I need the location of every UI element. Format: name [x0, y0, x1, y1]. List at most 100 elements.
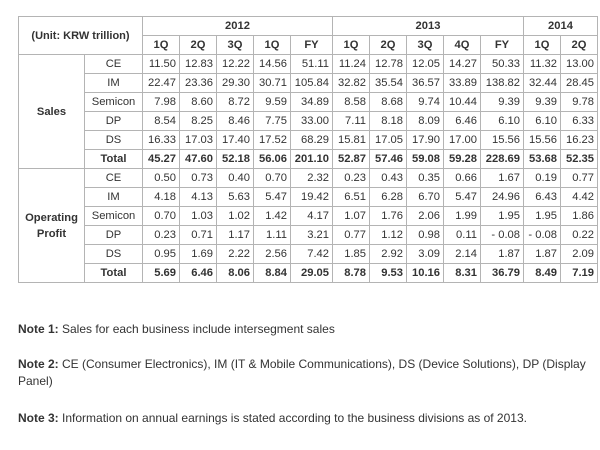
table-row: DS 16.33 17.03 17.40 17.52 68.29 15.81 17.05 17.… — [19, 130, 598, 150]
value-cell: 8.58 — [332, 92, 370, 112]
segment-label: DS — [84, 130, 143, 150]
value-cell: 13.00 — [560, 54, 598, 74]
value-cell: 12.83 — [179, 54, 217, 74]
table-row: IM 22.47 23.36 29.30 30.71 105.84 32.82 35.54 36… — [19, 73, 598, 93]
value-cell: 5.47 — [443, 187, 481, 207]
value-cell: 6.10 — [523, 111, 561, 131]
value-cell: 9.39 — [523, 92, 561, 112]
note-1: Note 1: Sales for each business include … — [18, 321, 588, 338]
value-cell: - 0.08 — [480, 225, 524, 245]
value-cell: 2.56 — [253, 244, 291, 264]
note-label: Note 2: — [18, 357, 59, 371]
financial-table-container: (Unit: KRW trillion) 2012 2013 2014 1Q 2Q 3Q 1Q… — [18, 16, 598, 283]
period-header: 2Q — [179, 35, 217, 55]
value-cell: 1.85 — [332, 244, 370, 264]
value-cell: 1.12 — [369, 225, 407, 245]
segment-label: DP — [84, 111, 143, 131]
value-cell: 11.24 — [332, 54, 370, 74]
value-cell: 53.68 — [523, 149, 561, 169]
segment-label: IM — [84, 187, 143, 207]
value-cell: 4.18 — [142, 187, 180, 207]
value-cell: 57.46 — [369, 149, 407, 169]
value-cell: 6.33 — [560, 111, 598, 131]
table-row: DP 8.54 8.25 8.46 7.75 33.00 7.11 8.18 8.09 6.46 6… — [19, 111, 598, 131]
value-cell: 0.77 — [560, 168, 598, 188]
value-cell: 50.33 — [480, 54, 524, 74]
table-row: Sales CE 11.50 12.83 12.22 14.56 51.11 11.24 12.… — [18, 54, 598, 169]
period-header: 2Q — [560, 35, 598, 55]
value-cell: 68.29 — [290, 130, 333, 150]
table-row: Total 45.27 47.60 52.18 56.06 201.10 52.87 57.4… — [19, 149, 598, 169]
value-cell: 7.75 — [253, 111, 291, 131]
value-cell: 23.36 — [179, 73, 217, 93]
value-cell: 15.56 — [480, 130, 524, 150]
value-cell: 9.59 — [253, 92, 291, 112]
value-cell: 24.96 — [480, 187, 524, 207]
segment-label: Total — [84, 263, 143, 283]
value-cell: 1.95 — [480, 206, 524, 226]
value-cell: 32.44 — [523, 73, 561, 93]
note-text: Sales for each business include interseg… — [58, 322, 335, 336]
value-cell: 8.72 — [216, 92, 254, 112]
value-cell: 0.66 — [443, 168, 481, 188]
value-cell: 15.81 — [332, 130, 370, 150]
value-cell: 0.35 — [406, 168, 444, 188]
value-cell: 9.53 — [369, 263, 407, 283]
group-label: Sales — [18, 54, 85, 169]
value-cell: 1.67 — [480, 168, 524, 188]
segment-label: DS — [84, 244, 143, 264]
group-label-line: Operating — [25, 211, 78, 224]
value-cell: 7.42 — [290, 244, 333, 264]
period-header: 1Q — [253, 35, 291, 55]
value-cell: 7.98 — [142, 92, 180, 112]
value-cell: 14.27 — [443, 54, 481, 74]
value-cell: 0.50 — [142, 168, 180, 188]
value-cell: 8.06 — [216, 263, 254, 283]
value-cell: 2.32 — [290, 168, 333, 188]
value-cell: 2.14 — [443, 244, 481, 264]
value-cell: 1.87 — [523, 244, 561, 264]
value-cell: 36.57 — [406, 73, 444, 93]
value-cell: 1.03 — [179, 206, 217, 226]
value-cell: 5.47 — [253, 187, 291, 207]
value-cell: 1.42 — [253, 206, 291, 226]
value-cell: 56.06 — [253, 149, 291, 169]
year-header: 2013 — [332, 16, 524, 36]
group-label-line: Profit — [36, 227, 67, 240]
value-cell: 1.76 — [369, 206, 407, 226]
value-cell: 6.46 — [179, 263, 217, 283]
value-cell: 17.90 — [406, 130, 444, 150]
value-cell: 8.68 — [369, 92, 407, 112]
value-cell: 9.74 — [406, 92, 444, 112]
segment-label: CE — [84, 168, 143, 188]
value-cell: 12.22 — [216, 54, 254, 74]
value-cell: 2.92 — [369, 244, 407, 264]
value-cell: 19.42 — [290, 187, 333, 207]
value-cell: 3.09 — [406, 244, 444, 264]
value-cell: 4.42 — [560, 187, 598, 207]
value-cell: 12.05 — [406, 54, 444, 74]
value-cell: 6.51 — [332, 187, 370, 207]
value-cell: 1.86 — [560, 206, 598, 226]
segment-label: Total — [84, 149, 143, 169]
value-cell: 34.89 — [290, 92, 333, 112]
value-cell: 1.69 — [179, 244, 217, 264]
value-cell: 22.47 — [142, 73, 180, 93]
value-cell: 6.28 — [369, 187, 407, 207]
value-cell: 51.11 — [290, 54, 333, 74]
value-cell: 52.87 — [332, 149, 370, 169]
note-label: Note 1: — [18, 322, 59, 336]
note-3: Note 3: Information on annual earnings i… — [18, 410, 588, 427]
value-cell: 1.95 — [523, 206, 561, 226]
value-cell: - 0.08 — [523, 225, 561, 245]
value-cell: 0.22 — [560, 225, 598, 245]
value-cell: 0.11 — [443, 225, 481, 245]
value-cell: 17.05 — [369, 130, 407, 150]
table-row: DP 0.23 0.71 1.17 1.11 3.21 0.77 1.12 0.98 0.11- … — [19, 225, 598, 245]
value-cell: 138.82 — [480, 73, 524, 93]
value-cell: 10.16 — [406, 263, 444, 283]
period-header: 4Q — [443, 35, 481, 55]
value-cell: 1.07 — [332, 206, 370, 226]
value-cell: 0.43 — [369, 168, 407, 188]
period-header: 1Q — [523, 35, 561, 55]
